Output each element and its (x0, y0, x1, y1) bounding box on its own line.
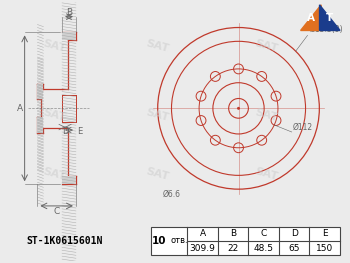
Bar (37, 117, 43, 133)
Text: B: B (230, 229, 236, 238)
Text: E: E (322, 229, 328, 238)
Text: SAT: SAT (42, 38, 67, 54)
Text: Ø6.6: Ø6.6 (163, 190, 181, 199)
Text: SAT: SAT (253, 107, 279, 123)
Polygon shape (301, 5, 321, 31)
Text: 65: 65 (288, 244, 300, 252)
Text: SAT: SAT (253, 38, 279, 54)
Text: Ø15.3(9): Ø15.3(9) (309, 26, 343, 34)
Circle shape (237, 107, 240, 110)
Text: D: D (62, 128, 68, 136)
Text: SAT: SAT (42, 107, 67, 123)
Text: A: A (307, 13, 315, 23)
Text: SAT: SAT (42, 166, 67, 182)
Text: SAT: SAT (145, 166, 170, 182)
Text: ST-1K0615601N: ST-1K0615601N (26, 236, 102, 246)
Text: 48.5: 48.5 (254, 244, 274, 252)
Text: C: C (260, 229, 267, 238)
Text: 309.9: 309.9 (190, 244, 216, 252)
Text: 22: 22 (228, 244, 239, 252)
Bar (151, 227, 340, 255)
Text: SAT: SAT (145, 107, 170, 123)
Text: D: D (291, 229, 298, 238)
Text: Ø112: Ø112 (293, 123, 313, 132)
Text: E: E (77, 128, 83, 136)
Text: 150: 150 (316, 244, 334, 252)
Text: T: T (326, 13, 332, 23)
Text: A: A (199, 229, 205, 238)
Text: A: A (17, 104, 23, 113)
Text: отв.: отв. (170, 236, 188, 245)
Text: C: C (54, 207, 60, 216)
Text: SAT: SAT (145, 38, 170, 54)
Text: B: B (66, 8, 72, 17)
Text: SAT: SAT (253, 166, 279, 182)
Bar (62, 32, 76, 40)
Text: 10: 10 (152, 236, 166, 246)
Bar (37, 84, 43, 99)
Bar (62, 176, 76, 184)
Polygon shape (320, 5, 340, 31)
